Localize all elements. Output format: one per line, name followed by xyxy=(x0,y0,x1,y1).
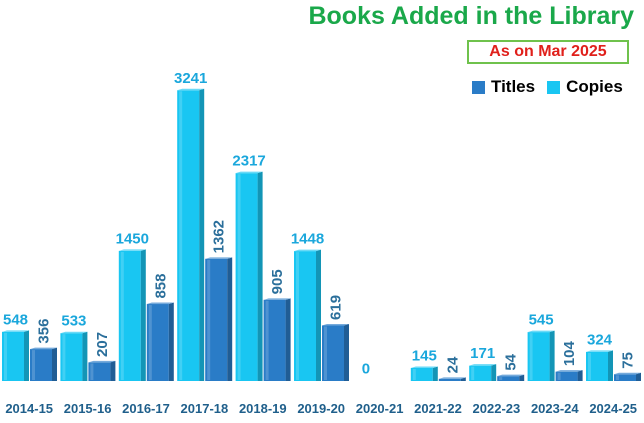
chart-title: Books Added in the Library xyxy=(308,2,634,30)
chart-subtitle: As on Mar 2025 xyxy=(467,40,629,64)
data-label-copies-2024-25: 324 xyxy=(587,331,613,348)
x-tick-label-2021-22: 2021-22 xyxy=(414,401,462,416)
bar-titles-2024-25 xyxy=(614,372,641,381)
data-label-copies-2022-23: 171 xyxy=(470,345,495,362)
bar-copies-2021-22 xyxy=(410,366,438,381)
data-label-titles-2015-16: 207 xyxy=(94,332,111,357)
bar-copies-2016-17 xyxy=(118,249,146,381)
x-tick-label-2018-19: 2018-19 xyxy=(239,401,287,416)
bar-titles-2016-17 xyxy=(146,302,174,381)
data-label-titles-2021-22: 24 xyxy=(444,356,461,373)
bar-titles-2022-23 xyxy=(497,374,525,381)
data-label-copies-2021-22: 145 xyxy=(412,347,437,364)
x-tick-label-2019-20: 2019-20 xyxy=(297,401,345,416)
legend-swatch-titles xyxy=(472,80,485,94)
legend-label-copies: Copies xyxy=(566,77,623,96)
data-label-titles-2017-18: 1362 xyxy=(211,220,228,253)
data-label-copies-2015-16: 533 xyxy=(61,313,86,330)
x-tick-label-2023-24: 2023-24 xyxy=(531,401,579,416)
legend-item-copies: Copies xyxy=(547,77,623,97)
data-label-titles-2024-25: 75 xyxy=(620,352,637,369)
bar-copies-2022-23 xyxy=(469,364,497,381)
bar-titles-2015-16 xyxy=(88,360,116,381)
bar-copies-2023-24 xyxy=(527,330,555,381)
data-label-titles-2014-15: 356 xyxy=(36,319,53,344)
bar-titles-2017-18 xyxy=(205,257,233,381)
data-label-copies-2016-17: 1450 xyxy=(116,230,149,247)
x-axis: 2014-15 2015-16 2016-17 2017-18 2018-19 2019-… xyxy=(5,401,637,416)
data-label-titles-2022-23: 54 xyxy=(503,353,520,370)
x-tick-label-2017-18: 2017-18 xyxy=(181,401,229,416)
data-label-copies-2020-21: 0 xyxy=(362,361,370,378)
bar-copies-2017-18 xyxy=(177,88,205,382)
x-tick-label-2020-21: 2020-21 xyxy=(356,401,404,416)
bars-layer xyxy=(2,88,641,382)
x-tick-label-2024-25: 2024-25 xyxy=(589,401,637,416)
x-tick-label-2022-23: 2022-23 xyxy=(473,401,521,416)
bar-titles-2018-19 xyxy=(263,298,291,381)
x-tick-label-2014-15: 2014-15 xyxy=(5,401,53,416)
bar-titles-2014-15 xyxy=(30,347,57,381)
bar-copies-2019-20 xyxy=(294,249,321,381)
legend: Titles Copies xyxy=(472,77,635,97)
bar-titles-2019-20 xyxy=(322,323,349,381)
data-label-copies-2014-15: 548 xyxy=(3,311,28,328)
data-label-titles-2019-20: 619 xyxy=(328,295,345,320)
bar-copies-2018-19 xyxy=(235,171,263,381)
x-tick-label-2016-17: 2016-17 xyxy=(122,401,170,416)
bar-copies-2014-15 xyxy=(2,330,29,381)
data-label-copies-2019-20: 1448 xyxy=(291,231,324,248)
data-label-copies-2023-24: 545 xyxy=(529,312,554,329)
bar-copies-2015-16 xyxy=(60,331,88,381)
bar-titles-2021-22 xyxy=(438,377,466,381)
data-label-copies-2017-18: 3241 xyxy=(174,70,207,87)
data-label-titles-2016-17: 858 xyxy=(152,274,169,299)
data-label-copies-2018-19: 2317 xyxy=(232,153,265,170)
legend-label-titles: Titles xyxy=(491,77,536,96)
data-label-titles-2023-24: 104 xyxy=(561,340,578,366)
data-labels-layer: 548 356 5332071450858324113622317905144861… xyxy=(3,70,637,378)
legend-swatch-copies xyxy=(547,80,561,94)
data-label-titles-2018-19: 905 xyxy=(269,269,286,294)
legend-item-titles: Titles xyxy=(472,77,535,97)
bar-titles-2023-24 xyxy=(555,370,583,381)
bar-copies-2024-25 xyxy=(586,350,613,381)
x-tick-label-2015-16: 2015-16 xyxy=(64,401,112,416)
